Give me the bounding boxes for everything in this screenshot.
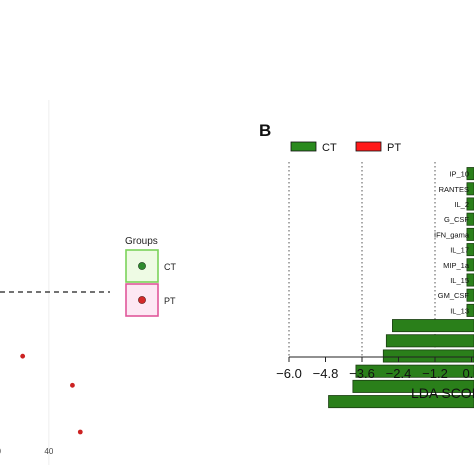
panel-a-legend-dot-ct	[138, 262, 146, 270]
panel-b-bar	[466, 182, 474, 196]
panel-a-legend-title: Groups	[125, 236, 158, 247]
panel-a-legend: Groups CT PT	[125, 236, 176, 317]
panel-b-gridlines	[288, 162, 436, 356]
panel-a-legend-dot-pt	[138, 296, 146, 304]
panel-b-bar	[466, 258, 474, 272]
panel-a-point	[20, 353, 26, 359]
panel-a-legend-label-ct: CT	[164, 262, 176, 272]
panel-b-letter: B	[259, 121, 271, 140]
panel-b-x-tick-label: −1.2	[422, 366, 448, 381]
panel-b-bar	[466, 273, 474, 287]
panel-b-x-tick-label: −6.0	[276, 366, 302, 381]
panel-a-scatter: 30 40 Groups CT PT	[0, 100, 176, 465]
panel-b-legend-label-ct: CT	[322, 142, 337, 154]
panel-b-category-label: G_CSF	[444, 215, 469, 224]
panel-b-bar	[466, 167, 474, 181]
panel-b-category-label: IL_2	[454, 200, 469, 209]
panel-b-category-label: IL_13	[450, 306, 469, 315]
panel-b-x-axis-label: LDA SCOR	[411, 385, 474, 401]
panel-b-legend-swatch-ct	[290, 141, 317, 152]
panel-b-bar	[382, 349, 474, 363]
panel-a-legend-label-pt: PT	[164, 296, 176, 306]
panel-b-bar	[466, 288, 474, 302]
panel-b-category-label: GM_CSF	[438, 291, 470, 300]
panel-b-legend-label-pt: PT	[387, 142, 401, 154]
panel-a-x-tick-label: 40	[44, 447, 53, 456]
panel-b-bar	[466, 243, 474, 257]
panel-b-bar	[466, 197, 474, 211]
panel-b-category-label: IFN_gama	[434, 230, 470, 239]
panel-a-x-tick-label: 30	[0, 447, 1, 456]
panel-b-bar	[466, 227, 474, 241]
panel-b-legend: CT PT	[290, 141, 401, 154]
panel-b-x-tick-label: −4.8	[313, 366, 339, 381]
panel-b-bar	[466, 212, 474, 226]
panel-b-legend-swatch-pt	[355, 141, 382, 152]
panel-a-points	[20, 353, 83, 435]
panel-b-category-label: MIP_1a	[443, 261, 470, 270]
panel-b-x-tick-label: −2.4	[386, 366, 412, 381]
panel-b-lda-bar-chart: B CT PT IP_10 RANTES IL_2 G_CSF IFN_gama IL_1…	[259, 121, 474, 409]
panel-b-bar	[392, 319, 474, 333]
panel-b-category-labels: IP_10 RANTES IL_2 G_CSF IFN_gama IL_17 MIP_1a I…	[434, 170, 470, 316]
panel-a-x-ticks: 30 40	[0, 447, 54, 456]
panel-b-bars	[328, 167, 474, 409]
panel-a-grid	[48, 100, 50, 465]
panel-b-bar	[385, 334, 474, 348]
panel-b-category-label: RANTES	[439, 185, 469, 194]
panel-b-x-tick-label: −3.6	[349, 366, 375, 381]
panel-a-point	[70, 382, 75, 388]
panel-b-category-label: IP_10	[449, 170, 469, 179]
panel-b-category-label: IL_15	[450, 276, 469, 285]
panel-b-category-label: IL_17	[450, 246, 469, 255]
panel-b-x-tick-label: 0.0	[462, 366, 474, 381]
panel-b-x-ticks: −6.0 −4.8 −3.6 −2.4 −1.2 0.0	[276, 357, 474, 381]
panel-b-bar	[352, 379, 474, 393]
panel-a-point	[77, 429, 83, 435]
panel-b-bar	[466, 303, 474, 317]
